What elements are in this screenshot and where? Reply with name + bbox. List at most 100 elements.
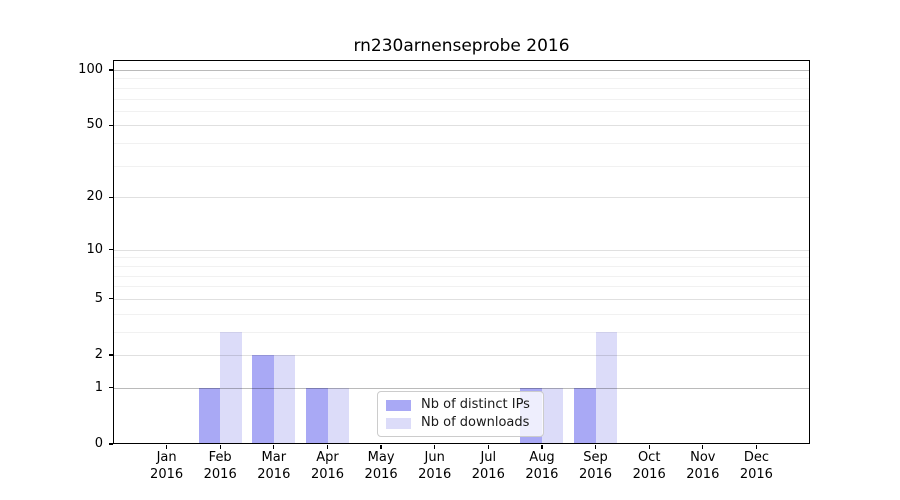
- legend-swatch-distinct-ips: [386, 399, 411, 411]
- plot-border: [113, 60, 810, 444]
- x-tick-year: 2016: [257, 466, 291, 482]
- x-tick-mark: [594, 445, 597, 449]
- bar-distinct-ips-apr: [306, 387, 328, 444]
- x-tick-month: Sep: [583, 450, 608, 465]
- x-tick-label-sep: Sep 2016: [566, 450, 626, 483]
- y-tick-mark: [108, 124, 113, 127]
- x-tick-label-jun: Jun 2016: [405, 450, 465, 483]
- major-gridline: [113, 125, 810, 127]
- bar-downloads-feb: [220, 331, 242, 444]
- minor-gridline: [113, 313, 810, 315]
- x-tick-year: 2016: [418, 466, 452, 482]
- minor-gridline: [113, 275, 810, 277]
- major-gridline: [113, 355, 810, 356]
- legend-label-distinct-ips: Nb of distinct IPs: [421, 397, 530, 412]
- x-tick-year: 2016: [471, 466, 505, 482]
- y-tick-mark: [108, 298, 113, 300]
- legend-label-downloads: Nb of downloads: [421, 415, 530, 430]
- y-tick-mark: [108, 196, 113, 198]
- minor-gridline: [113, 286, 810, 288]
- x-tick-month: Jan: [156, 450, 177, 465]
- x-tick-year: 2016: [578, 466, 613, 482]
- y-tick-label: 100: [78, 62, 103, 77]
- bar-downloads-mar: [273, 355, 296, 444]
- x-tick-label-may: May 2016: [351, 450, 411, 483]
- x-tick-label-jul: Jul 2016: [458, 450, 518, 483]
- x-tick-month: Mar: [261, 450, 287, 465]
- bar-distinct-ips-feb: [198, 387, 221, 444]
- y-tick-label: 20: [86, 189, 103, 205]
- x-tick-mark: [755, 445, 758, 449]
- y-tick-mark: [108, 443, 113, 445]
- minor-gridline: [113, 78, 810, 80]
- minor-gridline: [113, 98, 810, 100]
- emphasis-gridline: [113, 387, 810, 390]
- legend-entry-downloads: Nb of downloads: [386, 416, 543, 430]
- bar-downloads-aug: [541, 387, 564, 444]
- y-tick-label: 50: [86, 117, 103, 133]
- x-tick-year: 2016: [203, 466, 237, 482]
- x-tick-mark: [487, 445, 489, 449]
- y-tick-mark: [108, 387, 113, 389]
- major-gridline: [113, 249, 810, 251]
- y-tick-label: 0: [94, 436, 103, 451]
- y-tick-mark: [108, 249, 113, 251]
- x-tick-month: Aug: [529, 450, 555, 465]
- minor-gridline: [113, 87, 810, 89]
- y-tick-label: 5: [94, 290, 103, 306]
- x-tick-label-oct: Oct 2016: [619, 450, 679, 483]
- x-tick-month: Nov: [690, 450, 716, 465]
- bar-downloads-apr: [327, 387, 349, 444]
- minor-gridline: [113, 257, 810, 259]
- legend-entry-distinct-ips: Nb of distinct IPs: [386, 398, 543, 412]
- minor-gridline: [113, 110, 810, 112]
- x-tick-year: 2016: [310, 466, 345, 482]
- x-tick-label-feb: Feb 2016: [190, 450, 250, 483]
- x-tick-month: May: [367, 450, 395, 465]
- emphasis-gridline: [113, 70, 810, 72]
- bar-distinct-ips-mar: [252, 355, 274, 444]
- x-tick-label-aug: Aug 2016: [512, 450, 572, 483]
- x-tick-year: 2016: [686, 466, 720, 482]
- x-tick-mark: [648, 445, 650, 449]
- x-tick-mark: [380, 445, 382, 449]
- x-tick-label-jan: Jan 2016: [137, 450, 197, 483]
- x-tick-year: 2016: [632, 466, 666, 482]
- x-tick-year: 2016: [364, 466, 398, 482]
- x-tick-label-apr: Apr 2016: [298, 450, 358, 483]
- x-tick-label-nov: Nov 2016: [673, 450, 733, 483]
- chart-title: rn230arnenseprobe 2016: [353, 36, 570, 56]
- x-tick-mark: [434, 445, 436, 449]
- x-tick-mark: [326, 445, 329, 449]
- x-tick-mark: [165, 445, 168, 449]
- x-tick-mark: [219, 445, 221, 449]
- x-tick-month: Jul: [480, 450, 497, 465]
- x-tick-month: Oct: [637, 450, 661, 465]
- x-tick-mark: [702, 445, 704, 449]
- x-tick-month: Apr: [316, 450, 339, 465]
- x-tick-label-dec: Dec 2016: [726, 450, 786, 483]
- x-tick-month: Feb: [208, 450, 232, 465]
- x-tick-year: 2016: [525, 466, 559, 482]
- x-tick-year: 2016: [150, 466, 184, 482]
- x-tick-label-mar: Mar 2016: [244, 450, 304, 483]
- minor-gridline: [113, 331, 810, 333]
- y-tick-label: 1: [94, 379, 103, 395]
- x-tick-year: 2016: [739, 466, 773, 482]
- x-tick-mark: [541, 445, 543, 449]
- x-tick-mark: [273, 445, 275, 449]
- bar-distinct-ips-sep: [574, 387, 596, 444]
- legend-swatch-downloads: [386, 417, 411, 429]
- y-tick-label: 2: [94, 347, 103, 362]
- x-tick-month: Jun: [424, 450, 445, 465]
- legend: Nb of distinct IPs Nb of downloads: [377, 391, 544, 437]
- bar-downloads-sep: [595, 331, 617, 444]
- major-gridline: [113, 298, 810, 300]
- minor-gridline: [113, 265, 810, 267]
- y-tick-label: 10: [86, 241, 103, 257]
- major-gridline: [113, 197, 810, 199]
- x-tick-month: Dec: [743, 450, 769, 465]
- y-tick-mark: [108, 69, 113, 71]
- y-tick-mark: [108, 354, 113, 356]
